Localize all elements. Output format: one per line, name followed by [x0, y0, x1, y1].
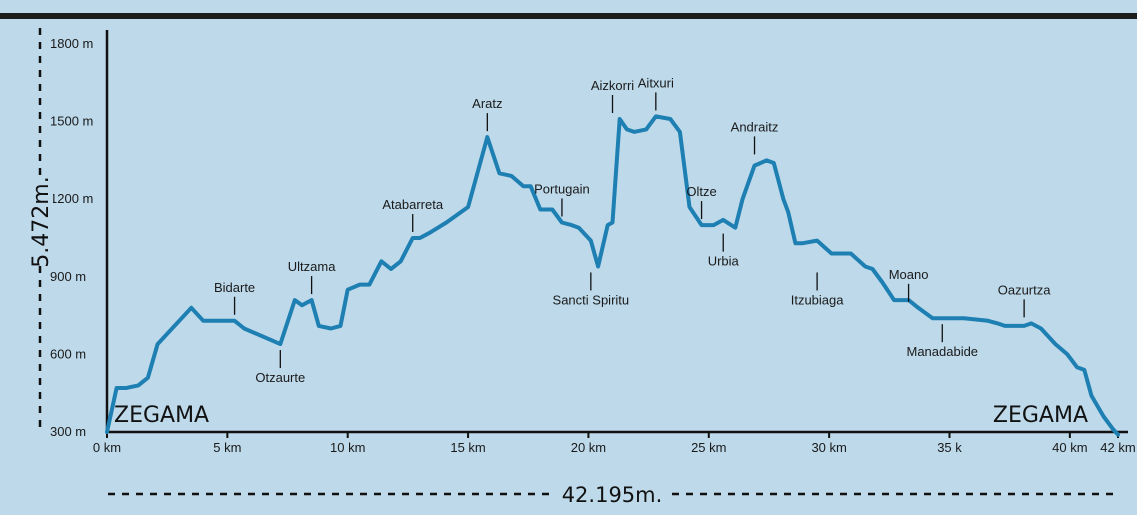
y-tick-group: 1800 m 1500 m 1200 m 900 m 600 m 300 m: [50, 36, 93, 439]
peak-label: Aratz: [472, 96, 502, 111]
peak-annotation: Sancti Spiritu: [553, 272, 630, 307]
end-label: ZEGAMA: [993, 403, 1088, 428]
x-tick-label: 30 km: [811, 440, 846, 455]
peak-annotation: Portugain: [534, 181, 590, 217]
peak-annotation: Aizkorri: [591, 78, 634, 114]
x-tick-label: 25 km: [691, 440, 726, 455]
peak-annotation: Manadabide: [906, 324, 978, 359]
peak-annotation: Otzaurte: [255, 350, 305, 385]
peak-label: Atabarreta: [382, 197, 443, 212]
top-bar: [0, 13, 1137, 19]
x-tick-group: 0 km 5 km 10 km 15 km 20 km 25 km 30 km 35 k 40 …: [93, 432, 1136, 455]
x-tick-label: 40 km: [1052, 440, 1087, 455]
y-axis-label: 5.472m.: [29, 176, 54, 267]
y-label-bg: [27, 178, 53, 266]
peak-annotation: Itzubiaga: [791, 272, 845, 307]
peak-label: Itzubiaga: [791, 292, 845, 307]
x-tick-label: 20 km: [571, 440, 606, 455]
peak-label: Oazurtza: [998, 282, 1052, 297]
distance-label: 42.195m.: [562, 483, 663, 507]
y-tick-label: 1200 m: [50, 191, 93, 206]
y-tick-label: 300 m: [50, 424, 86, 439]
peak-annotation: Moano: [889, 267, 929, 302]
peak-annotation: Andraitz: [731, 119, 779, 155]
start-label: ZEGAMA: [114, 403, 209, 428]
peak-annotation: Bidarte: [214, 280, 255, 315]
peak-label: Urbia: [708, 254, 740, 269]
peak-label: Ultzama: [288, 259, 336, 274]
peak-label: Manadabide: [906, 344, 978, 359]
x-tick-label: 35 k: [937, 440, 962, 455]
peak-annotation: Urbia: [708, 233, 740, 269]
x-tick-label: 42 km: [1100, 440, 1135, 455]
peak-label: Bidarte: [214, 280, 255, 295]
y-tick-label: 600 m: [50, 346, 86, 361]
peak-label: Moano: [889, 267, 929, 282]
y-tick-label: 900 m: [50, 269, 86, 284]
y-tick-label: 1800 m: [50, 36, 93, 51]
peak-label: Oltze: [686, 184, 716, 199]
x-tick-label: 10 km: [330, 440, 365, 455]
x-tick-label: 15 km: [450, 440, 485, 455]
x-tick-label: 0 km: [93, 440, 121, 455]
peak-label: Otzaurte: [255, 370, 305, 385]
peak-annotation: Aitxuri: [638, 75, 674, 111]
peak-annotation: Atabarreta: [382, 197, 444, 232]
elevation-line: [105, 114, 1120, 437]
annotation-group: Bidarte Otzaurte Ultzama Atabarreta Aratz Por…: [214, 75, 1051, 385]
peak-label: Aizkorri: [591, 78, 634, 93]
peak-label: Portugain: [534, 181, 590, 196]
peak-annotation: Oazurtza: [998, 282, 1052, 318]
peak-annotation: Oltze: [686, 184, 717, 220]
peak-annotation: Aratz: [472, 96, 503, 132]
y-tick-label: 1500 m: [50, 114, 93, 129]
peak-annotation: Ultzama: [288, 259, 336, 295]
peak-label: Andraitz: [731, 119, 779, 134]
peak-label: Sancti Spiritu: [553, 292, 630, 307]
x-tick-label: 5 km: [213, 440, 241, 455]
peak-label: Aitxuri: [638, 75, 674, 90]
